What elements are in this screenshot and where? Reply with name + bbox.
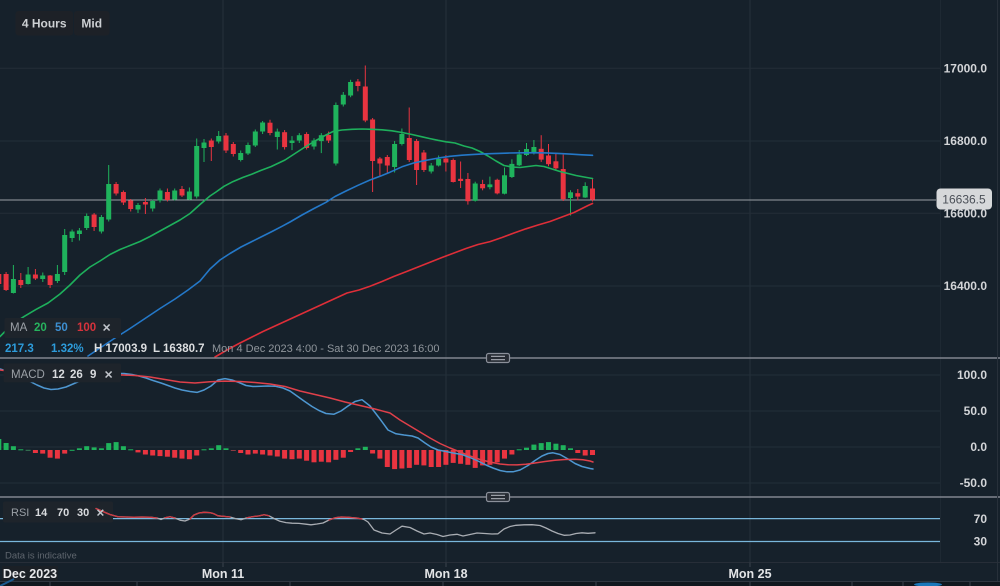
svg-text:16800.0: 16800.0 bbox=[944, 134, 988, 148]
svg-text:50.0: 50.0 bbox=[964, 404, 988, 418]
svg-text:14: 14 bbox=[35, 507, 48, 519]
svg-text:✕: ✕ bbox=[104, 369, 113, 381]
svg-text:12: 12 bbox=[52, 369, 65, 381]
svg-text:Data is indicative: Data is indicative bbox=[5, 551, 77, 562]
svg-text:MACD: MACD bbox=[11, 369, 45, 381]
svg-text:26: 26 bbox=[70, 369, 83, 381]
svg-text:H 17003.9: H 17003.9 bbox=[94, 343, 147, 355]
svg-text:100: 100 bbox=[77, 322, 96, 334]
svg-text:-50.0: -50.0 bbox=[960, 476, 988, 490]
svg-text:4 Hours: 4 Hours bbox=[22, 16, 67, 30]
svg-text:30: 30 bbox=[77, 507, 89, 519]
svg-text:16636.5: 16636.5 bbox=[942, 193, 986, 207]
svg-text:30: 30 bbox=[974, 535, 988, 549]
svg-text:20: 20 bbox=[34, 322, 47, 334]
svg-text:Mon 25: Mon 25 bbox=[728, 567, 771, 581]
svg-text:MA: MA bbox=[10, 322, 28, 334]
svg-text:16400.0: 16400.0 bbox=[944, 279, 988, 293]
svg-text:✕: ✕ bbox=[96, 507, 105, 519]
svg-text:1.32%: 1.32% bbox=[51, 343, 84, 355]
svg-text:Mon 11: Mon 11 bbox=[202, 567, 244, 581]
svg-text:16600.0: 16600.0 bbox=[944, 207, 988, 221]
svg-text:0.0: 0.0 bbox=[970, 440, 987, 454]
svg-text:70: 70 bbox=[57, 507, 69, 519]
svg-text:50: 50 bbox=[55, 322, 68, 334]
svg-text:Mid: Mid bbox=[81, 16, 102, 30]
svg-text:70: 70 bbox=[974, 512, 988, 526]
svg-text:217.3: 217.3 bbox=[5, 343, 34, 355]
svg-text:Dec 2023: Dec 2023 bbox=[3, 567, 57, 581]
svg-text:17000.0: 17000.0 bbox=[944, 62, 988, 76]
svg-text:Mon 4 Dec 2023 4:00 - Sat 30 D: Mon 4 Dec 2023 4:00 - Sat 30 Dec 2023 16… bbox=[212, 343, 440, 355]
svg-text:L 16380.7: L 16380.7 bbox=[153, 343, 205, 355]
svg-text:RSI: RSI bbox=[11, 507, 29, 519]
svg-text:Mon 18: Mon 18 bbox=[424, 567, 467, 581]
svg-text:✕: ✕ bbox=[102, 323, 111, 335]
svg-text:9: 9 bbox=[90, 369, 96, 381]
svg-text:100.0: 100.0 bbox=[957, 368, 987, 382]
